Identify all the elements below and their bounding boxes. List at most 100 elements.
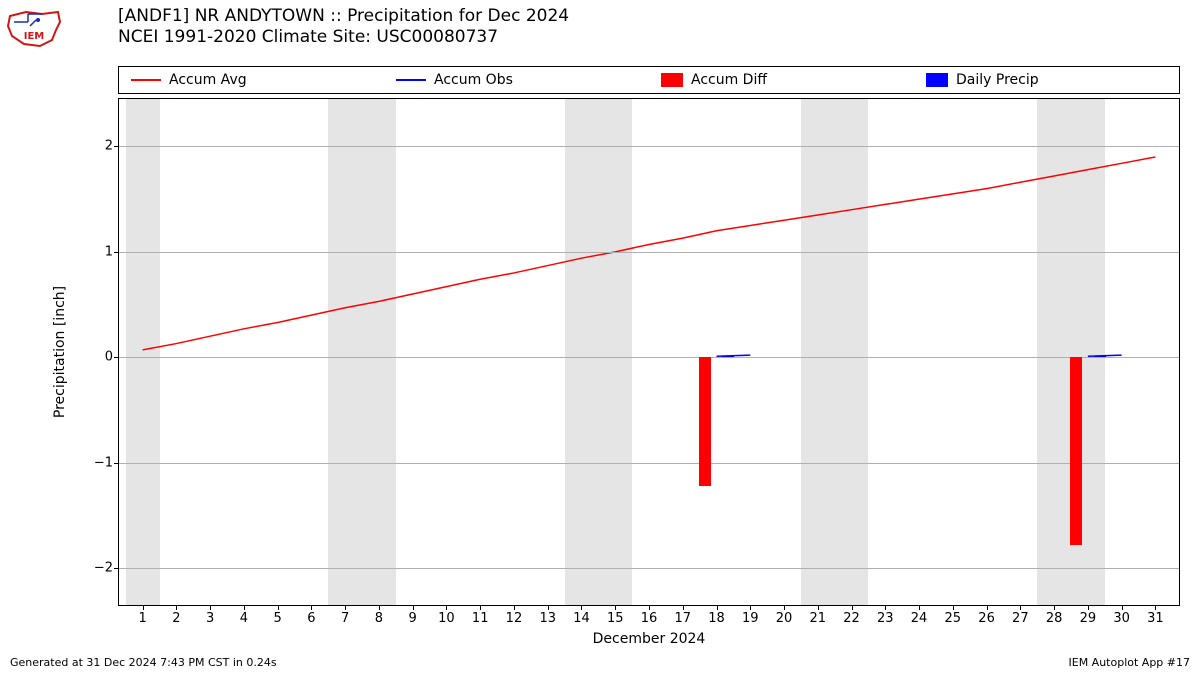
xtick-label: 28 xyxy=(1046,611,1063,626)
title-line1: [ANDF1] NR ANDYTOWN :: Precipitation for… xyxy=(118,6,569,27)
footer-generated: Generated at 31 Dec 2024 7:43 PM CST in … xyxy=(10,656,277,669)
xtick-label: 22 xyxy=(843,611,860,626)
ytick-label: 1 xyxy=(105,244,113,259)
xtick-mark xyxy=(953,605,954,610)
plot-area: December 2024 −2−10121234567891011121314… xyxy=(118,98,1180,606)
legend-label: Accum Diff xyxy=(691,72,767,88)
xtick-mark xyxy=(345,605,346,610)
xtick-mark xyxy=(278,605,279,610)
xtick-label: 1 xyxy=(138,611,146,626)
xtick-mark xyxy=(1020,605,1021,610)
legend-line-swatch xyxy=(131,79,161,81)
xtick-label: 27 xyxy=(1012,611,1029,626)
xtick-label: 8 xyxy=(375,611,383,626)
legend-label: Accum Avg xyxy=(169,72,247,88)
xtick-mark xyxy=(581,605,582,610)
ytick-label: 2 xyxy=(105,139,113,154)
xtick-label: 10 xyxy=(438,611,455,626)
line-layer xyxy=(119,99,1179,605)
xtick-label: 11 xyxy=(472,611,489,626)
footer-app: IEM Autoplot App #17 xyxy=(1069,656,1191,669)
xtick-label: 21 xyxy=(810,611,827,626)
xtick-mark xyxy=(413,605,414,610)
legend-patch-swatch xyxy=(926,73,948,87)
ytick-mark xyxy=(114,568,119,569)
xtick-mark xyxy=(717,605,718,610)
xtick-mark xyxy=(548,605,549,610)
xtick-mark xyxy=(919,605,920,610)
accum-diff-bar xyxy=(699,357,711,486)
xtick-label: 7 xyxy=(341,611,349,626)
xtick-label: 3 xyxy=(206,611,214,626)
legend-line-swatch xyxy=(396,79,426,81)
xtick-label: 4 xyxy=(240,611,248,626)
x-axis-label: December 2024 xyxy=(593,631,706,647)
chart-title: [ANDF1] NR ANDYTOWN :: Precipitation for… xyxy=(118,6,569,49)
daily-precip-bar xyxy=(1094,356,1106,358)
gridline xyxy=(119,357,1179,358)
legend-item: Accum Avg xyxy=(131,72,247,88)
xtick-label: 13 xyxy=(539,611,556,626)
xtick-label: 14 xyxy=(573,611,590,626)
xtick-label: 18 xyxy=(708,611,725,626)
legend-label: Accum Obs xyxy=(434,72,513,88)
xtick-label: 15 xyxy=(607,611,624,626)
xtick-mark xyxy=(379,605,380,610)
xtick-label: 26 xyxy=(978,611,995,626)
gridline xyxy=(119,463,1179,464)
xtick-label: 19 xyxy=(742,611,759,626)
legend-label: Daily Precip xyxy=(956,72,1039,88)
gridline xyxy=(119,146,1179,147)
ytick-mark xyxy=(114,357,119,358)
xtick-mark xyxy=(176,605,177,610)
xtick-mark xyxy=(143,605,144,610)
xtick-mark xyxy=(1122,605,1123,610)
xtick-label: 9 xyxy=(409,611,417,626)
xtick-mark xyxy=(210,605,211,610)
xtick-mark xyxy=(885,605,886,610)
legend-item: Accum Obs xyxy=(396,72,513,88)
svg-text:IEM: IEM xyxy=(24,31,45,42)
legend-patch-swatch xyxy=(661,73,683,87)
xtick-label: 6 xyxy=(307,611,315,626)
title-line2: NCEI 1991-2020 Climate Site: USC00080737 xyxy=(118,27,569,48)
xtick-label: 23 xyxy=(877,611,894,626)
legend-item: Daily Precip xyxy=(926,72,1039,88)
gridline xyxy=(119,568,1179,569)
xtick-mark xyxy=(852,605,853,610)
xtick-mark xyxy=(750,605,751,610)
xtick-mark xyxy=(649,605,650,610)
xtick-mark xyxy=(1054,605,1055,610)
xtick-label: 17 xyxy=(674,611,691,626)
xtick-label: 16 xyxy=(641,611,658,626)
xtick-label: 25 xyxy=(945,611,962,626)
xtick-mark xyxy=(1088,605,1089,610)
xtick-label: 2 xyxy=(172,611,180,626)
xtick-mark xyxy=(818,605,819,610)
xtick-label: 12 xyxy=(506,611,523,626)
xtick-label: 29 xyxy=(1080,611,1097,626)
xtick-mark xyxy=(446,605,447,610)
xtick-mark xyxy=(480,605,481,610)
xtick-mark xyxy=(987,605,988,610)
xtick-label: 5 xyxy=(274,611,282,626)
xtick-mark xyxy=(514,605,515,610)
legend: Accum Avg Accum Obs Accum Diff Daily Precip xyxy=(118,66,1180,94)
y-axis-label: Precipitation [inch] xyxy=(52,286,68,418)
gridline xyxy=(119,252,1179,253)
xtick-label: 24 xyxy=(911,611,928,626)
xtick-label: 31 xyxy=(1147,611,1164,626)
ytick-label: 0 xyxy=(105,350,113,365)
ytick-mark xyxy=(114,252,119,253)
xtick-mark xyxy=(615,605,616,610)
xtick-label: 20 xyxy=(776,611,793,626)
accum-avg-line xyxy=(143,157,1156,350)
xtick-mark xyxy=(311,605,312,610)
xtick-mark xyxy=(683,605,684,610)
xtick-mark xyxy=(1155,605,1156,610)
daily-precip-bar xyxy=(722,356,734,358)
ytick-label: −2 xyxy=(94,561,113,576)
ytick-label: −1 xyxy=(94,455,113,470)
xtick-label: 30 xyxy=(1113,611,1130,626)
iem-logo: IEM xyxy=(6,6,62,48)
